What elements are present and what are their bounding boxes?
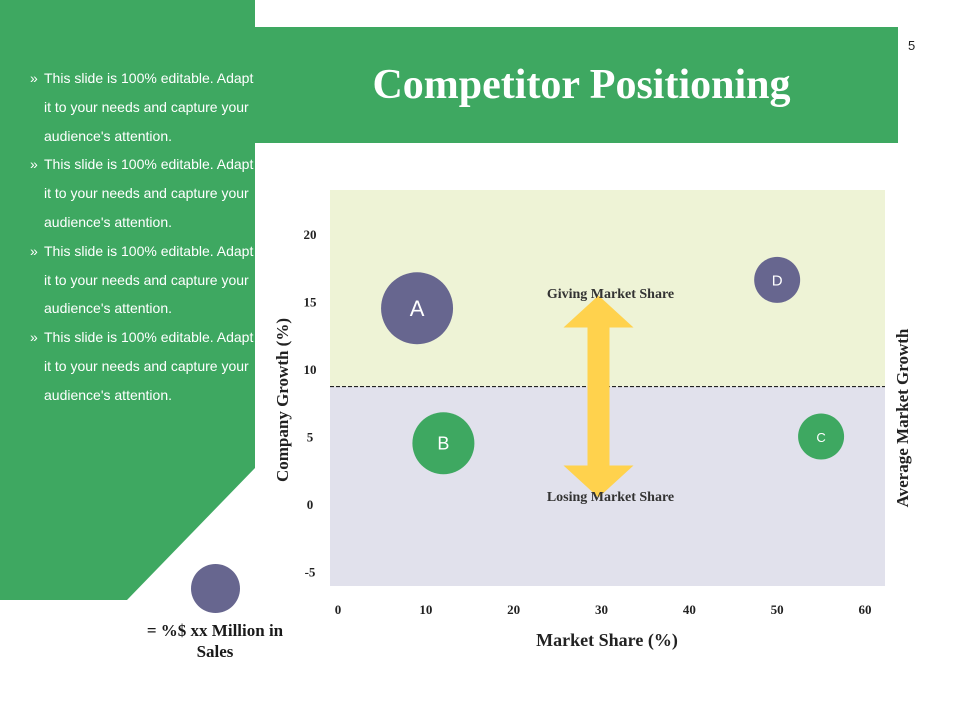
bullet-text: This slide is 100% editable. Adapt it to… <box>44 242 254 317</box>
competitor-bubble-c <box>798 413 845 460</box>
x-tick-label: 60 <box>859 602 872 617</box>
y-tick-label: 0 <box>307 497 314 512</box>
competitor-label-c: C <box>816 430 825 445</box>
y-tick-label: 15 <box>304 295 318 310</box>
x-tick-label: 10 <box>419 602 432 617</box>
competitor-bubble-a <box>381 272 454 345</box>
y-tick-label: 10 <box>304 362 317 377</box>
bullet-item: » This slide is 100% editable. Adapt it … <box>30 237 255 323</box>
page-number: 5 <box>908 38 916 53</box>
bullet-text: This slide is 100% editable. Adapt it to… <box>44 70 254 144</box>
y-tick-label: -5 <box>305 565 316 580</box>
competitor-label-b: B <box>437 434 449 454</box>
bullet-item: » This slide is 100% editable. Adapt it … <box>30 323 255 409</box>
y-axis-label: Company Growth (%) <box>273 318 292 482</box>
bullet-mark: » <box>30 70 38 86</box>
competitor-label-d: D <box>772 272 783 289</box>
x-tick-label: 40 <box>683 602 696 617</box>
bullet-list: » This slide is 100% editable. Adapt it … <box>30 64 255 410</box>
x-axis-label: Market Share (%) <box>536 630 678 651</box>
double-arrow-icon <box>563 295 634 498</box>
legend-text: = %$ xx Million in Sales <box>146 621 284 661</box>
bullet-text: This slide is 100% editable. Adapt it to… <box>44 329 254 403</box>
competitor-bubble-b <box>412 412 475 475</box>
losing-market-share-label: Losing Market Share <box>547 490 674 505</box>
competitor-bubble-d <box>754 256 801 303</box>
x-tick-label: 50 <box>771 602 784 617</box>
bullet-mark: » <box>30 329 38 346</box>
left-panel-shape <box>0 0 255 600</box>
competitor-label-a: A <box>410 296 425 321</box>
left-panel: » This slide is 100% editable. Adapt it … <box>0 0 255 600</box>
x-tick-label: 0 <box>335 602 342 617</box>
x-tick-label: 30 <box>595 602 608 617</box>
title-banner: Competitor Positioning <box>255 27 898 143</box>
y-tick-label: 5 <box>307 430 314 445</box>
bullet-mark: » <box>30 242 38 259</box>
bullet-text: This slide is 100% editable. Adapt it to… <box>44 156 254 230</box>
y-tick-label: 20 <box>304 227 317 242</box>
average-market-growth-label: Average Market Growth <box>893 328 912 507</box>
page-title: Competitor Positioning <box>372 62 791 108</box>
bullet-mark: » <box>30 156 38 173</box>
bullet-item: » This slide is 100% editable. Adapt it … <box>30 150 255 236</box>
giving-market-share-label: Giving Market Share <box>547 287 674 302</box>
legend-circle-icon <box>191 564 240 613</box>
x-tick-label: 20 <box>507 602 520 617</box>
bullet-item: » This slide is 100% editable. Adapt it … <box>30 64 255 150</box>
